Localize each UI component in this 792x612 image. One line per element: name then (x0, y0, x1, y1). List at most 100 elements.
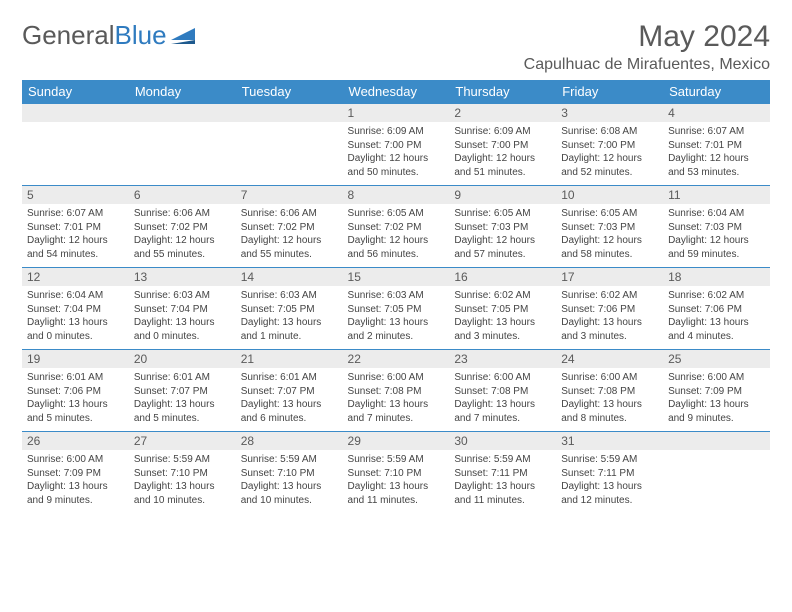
calendar-cell: 15Sunrise: 6:03 AMSunset: 7:05 PMDayligh… (343, 268, 450, 350)
day-number: 4 (663, 104, 770, 122)
calendar-cell: 30Sunrise: 5:59 AMSunset: 7:11 PMDayligh… (449, 432, 556, 514)
day-info: Sunrise: 6:05 AMSunset: 7:02 PMDaylight:… (343, 204, 450, 267)
logo-triangle-icon (171, 20, 199, 51)
day-info: Sunrise: 6:04 AMSunset: 7:04 PMDaylight:… (22, 286, 129, 349)
day-number (663, 432, 770, 450)
day-number: 23 (449, 350, 556, 368)
calendar-cell: 11Sunrise: 6:04 AMSunset: 7:03 PMDayligh… (663, 186, 770, 268)
calendar-cell: 4Sunrise: 6:07 AMSunset: 7:01 PMDaylight… (663, 104, 770, 186)
weekday-header: Friday (556, 80, 663, 104)
day-number: 17 (556, 268, 663, 286)
day-number: 28 (236, 432, 343, 450)
day-number: 26 (22, 432, 129, 450)
day-info: Sunrise: 6:09 AMSunset: 7:00 PMDaylight:… (343, 122, 450, 185)
calendar-cell: 25Sunrise: 6:00 AMSunset: 7:09 PMDayligh… (663, 350, 770, 432)
calendar-cell: 17Sunrise: 6:02 AMSunset: 7:06 PMDayligh… (556, 268, 663, 350)
day-info: Sunrise: 6:02 AMSunset: 7:05 PMDaylight:… (449, 286, 556, 349)
calendar-cell: 28Sunrise: 5:59 AMSunset: 7:10 PMDayligh… (236, 432, 343, 514)
weekday-header: Tuesday (236, 80, 343, 104)
calendar-cell: 5Sunrise: 6:07 AMSunset: 7:01 PMDaylight… (22, 186, 129, 268)
day-number: 5 (22, 186, 129, 204)
day-number: 10 (556, 186, 663, 204)
weekday-header: Saturday (663, 80, 770, 104)
day-number: 19 (22, 350, 129, 368)
day-number (129, 104, 236, 122)
day-info: Sunrise: 6:05 AMSunset: 7:03 PMDaylight:… (449, 204, 556, 267)
calendar-cell (236, 104, 343, 186)
calendar-cell: 16Sunrise: 6:02 AMSunset: 7:05 PMDayligh… (449, 268, 556, 350)
day-info: Sunrise: 6:01 AMSunset: 7:07 PMDaylight:… (236, 368, 343, 431)
calendar-cell (22, 104, 129, 186)
day-number: 20 (129, 350, 236, 368)
day-number: 30 (449, 432, 556, 450)
day-info: Sunrise: 6:00 AMSunset: 7:08 PMDaylight:… (449, 368, 556, 431)
day-info: Sunrise: 6:01 AMSunset: 7:06 PMDaylight:… (22, 368, 129, 431)
day-info: Sunrise: 6:06 AMSunset: 7:02 PMDaylight:… (236, 204, 343, 267)
day-number: 1 (343, 104, 450, 122)
day-info: Sunrise: 6:03 AMSunset: 7:05 PMDaylight:… (236, 286, 343, 349)
calendar-cell: 3Sunrise: 6:08 AMSunset: 7:00 PMDaylight… (556, 104, 663, 186)
day-number: 14 (236, 268, 343, 286)
day-number: 13 (129, 268, 236, 286)
calendar-cell: 9Sunrise: 6:05 AMSunset: 7:03 PMDaylight… (449, 186, 556, 268)
day-info: Sunrise: 5:59 AMSunset: 7:10 PMDaylight:… (236, 450, 343, 513)
day-number (236, 104, 343, 122)
calendar-cell: 1Sunrise: 6:09 AMSunset: 7:00 PMDaylight… (343, 104, 450, 186)
calendar-cell: 10Sunrise: 6:05 AMSunset: 7:03 PMDayligh… (556, 186, 663, 268)
location-text: Capulhuac de Mirafuentes, Mexico (524, 56, 770, 74)
page-header: GeneralBlue May 2024 Capulhuac de Mirafu… (22, 20, 770, 74)
title-block: May 2024 Capulhuac de Mirafuentes, Mexic… (524, 20, 770, 74)
day-number: 11 (663, 186, 770, 204)
calendar-cell: 6Sunrise: 6:06 AMSunset: 7:02 PMDaylight… (129, 186, 236, 268)
calendar-cell: 8Sunrise: 6:05 AMSunset: 7:02 PMDaylight… (343, 186, 450, 268)
calendar-cell: 19Sunrise: 6:01 AMSunset: 7:06 PMDayligh… (22, 350, 129, 432)
day-number: 12 (22, 268, 129, 286)
day-number: 25 (663, 350, 770, 368)
calendar-body: 1Sunrise: 6:09 AMSunset: 7:00 PMDaylight… (22, 104, 770, 514)
day-number: 31 (556, 432, 663, 450)
day-number: 9 (449, 186, 556, 204)
day-number (22, 104, 129, 122)
logo-text-2: Blue (115, 20, 167, 51)
calendar-cell: 12Sunrise: 6:04 AMSunset: 7:04 PMDayligh… (22, 268, 129, 350)
calendar-week: 5Sunrise: 6:07 AMSunset: 7:01 PMDaylight… (22, 186, 770, 268)
day-info: Sunrise: 6:07 AMSunset: 7:01 PMDaylight:… (22, 204, 129, 267)
day-number: 22 (343, 350, 450, 368)
day-info: Sunrise: 6:00 AMSunset: 7:08 PMDaylight:… (343, 368, 450, 431)
calendar-cell (129, 104, 236, 186)
calendar-cell: 2Sunrise: 6:09 AMSunset: 7:00 PMDaylight… (449, 104, 556, 186)
day-number: 24 (556, 350, 663, 368)
calendar-cell: 24Sunrise: 6:00 AMSunset: 7:08 PMDayligh… (556, 350, 663, 432)
day-info: Sunrise: 6:07 AMSunset: 7:01 PMDaylight:… (663, 122, 770, 185)
calendar-cell (663, 432, 770, 514)
day-info: Sunrise: 6:02 AMSunset: 7:06 PMDaylight:… (663, 286, 770, 349)
day-info: Sunrise: 6:01 AMSunset: 7:07 PMDaylight:… (129, 368, 236, 431)
day-info: Sunrise: 5:59 AMSunset: 7:11 PMDaylight:… (449, 450, 556, 513)
calendar-cell: 27Sunrise: 5:59 AMSunset: 7:10 PMDayligh… (129, 432, 236, 514)
day-info: Sunrise: 6:09 AMSunset: 7:00 PMDaylight:… (449, 122, 556, 185)
calendar-cell: 7Sunrise: 6:06 AMSunset: 7:02 PMDaylight… (236, 186, 343, 268)
day-number: 27 (129, 432, 236, 450)
day-info: Sunrise: 5:59 AMSunset: 7:11 PMDaylight:… (556, 450, 663, 513)
calendar-head: SundayMondayTuesdayWednesdayThursdayFrid… (22, 80, 770, 104)
calendar-cell: 21Sunrise: 6:01 AMSunset: 7:07 PMDayligh… (236, 350, 343, 432)
calendar-cell: 22Sunrise: 6:00 AMSunset: 7:08 PMDayligh… (343, 350, 450, 432)
calendar-table: SundayMondayTuesdayWednesdayThursdayFrid… (22, 80, 770, 513)
day-info: Sunrise: 6:02 AMSunset: 7:06 PMDaylight:… (556, 286, 663, 349)
day-number: 2 (449, 104, 556, 122)
day-number: 6 (129, 186, 236, 204)
day-number: 8 (343, 186, 450, 204)
day-info: Sunrise: 6:00 AMSunset: 7:08 PMDaylight:… (556, 368, 663, 431)
day-info: Sunrise: 6:03 AMSunset: 7:04 PMDaylight:… (129, 286, 236, 349)
weekday-header: Monday (129, 80, 236, 104)
logo: GeneralBlue (22, 20, 199, 51)
month-title: May 2024 (524, 20, 770, 54)
calendar-cell: 29Sunrise: 5:59 AMSunset: 7:10 PMDayligh… (343, 432, 450, 514)
calendar-cell: 13Sunrise: 6:03 AMSunset: 7:04 PMDayligh… (129, 268, 236, 350)
day-info: Sunrise: 6:00 AMSunset: 7:09 PMDaylight:… (22, 450, 129, 513)
calendar-cell: 31Sunrise: 5:59 AMSunset: 7:11 PMDayligh… (556, 432, 663, 514)
calendar-cell: 18Sunrise: 6:02 AMSunset: 7:06 PMDayligh… (663, 268, 770, 350)
calendar-cell: 26Sunrise: 6:00 AMSunset: 7:09 PMDayligh… (22, 432, 129, 514)
day-info: Sunrise: 5:59 AMSunset: 7:10 PMDaylight:… (343, 450, 450, 513)
calendar-cell: 23Sunrise: 6:00 AMSunset: 7:08 PMDayligh… (449, 350, 556, 432)
